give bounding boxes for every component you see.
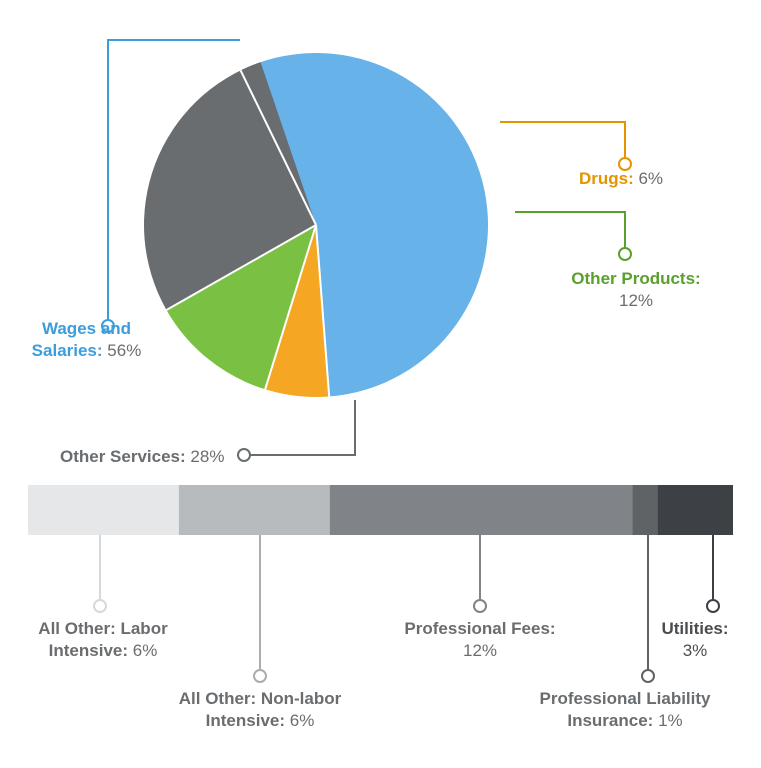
label-bar-proffees-name: Professional Fees:: [404, 619, 555, 638]
callout-marker-icon: [254, 670, 266, 682]
label-bar-labor: All Other: Labor Intensive: 6%: [18, 618, 188, 662]
bar-seg-pli: [632, 485, 657, 535]
bar-seg-util: [658, 485, 733, 535]
label-bar-util-name: Utilities:: [661, 619, 728, 638]
callout-line: [244, 400, 355, 455]
callout-line: [515, 212, 625, 254]
bar-seg-labor: [28, 485, 179, 535]
label-bar-util: Utilities: 3%: [640, 618, 750, 662]
label-other-svc: Other Services: 28%: [60, 446, 260, 468]
label-bar-pli-name: Professional Liability Insurance:: [540, 689, 711, 730]
label-bar-nonlabor-name: All Other: Non-labor Intensive:: [179, 689, 341, 730]
label-bar-proffees-val: 12%: [463, 641, 497, 660]
label-other-prod: Other Products: 12%: [536, 268, 736, 312]
label-other-svc-name: Other Services:: [60, 447, 186, 466]
bar-seg-proffees: [330, 485, 632, 535]
label-other-svc-val: 28%: [190, 447, 224, 466]
label-bar-util-val: 3%: [683, 641, 708, 660]
label-other-prod-val: 12%: [619, 291, 653, 310]
label-wages: Wages and Salaries: 56%: [14, 318, 159, 362]
callout-marker-icon: [474, 600, 486, 612]
callout-marker-icon: [94, 600, 106, 612]
label-bar-pli: Professional Liability Insurance: 1%: [510, 688, 740, 732]
label-wages-val: 56%: [107, 341, 141, 360]
label-bar-pli-val: 1%: [658, 711, 683, 730]
callout-marker-icon: [707, 600, 719, 612]
label-bar-proffees: Professional Fees: 12%: [400, 618, 560, 662]
label-bar-nonlabor-val: 6%: [290, 711, 315, 730]
callout-line: [500, 122, 625, 164]
label-other-prod-name: Other Products:: [571, 269, 700, 288]
callout-marker-icon: [619, 248, 631, 260]
callout-marker-icon: [642, 670, 654, 682]
label-bar-labor-val: 6%: [133, 641, 158, 660]
label-drugs: Drugs: 6%: [536, 168, 706, 190]
label-bar-nonlabor: All Other: Non-labor Intensive: 6%: [155, 688, 365, 732]
label-drugs-name: Drugs:: [579, 169, 634, 188]
label-drugs-val: 6%: [638, 169, 663, 188]
bar-seg-nonlabor: [179, 485, 330, 535]
